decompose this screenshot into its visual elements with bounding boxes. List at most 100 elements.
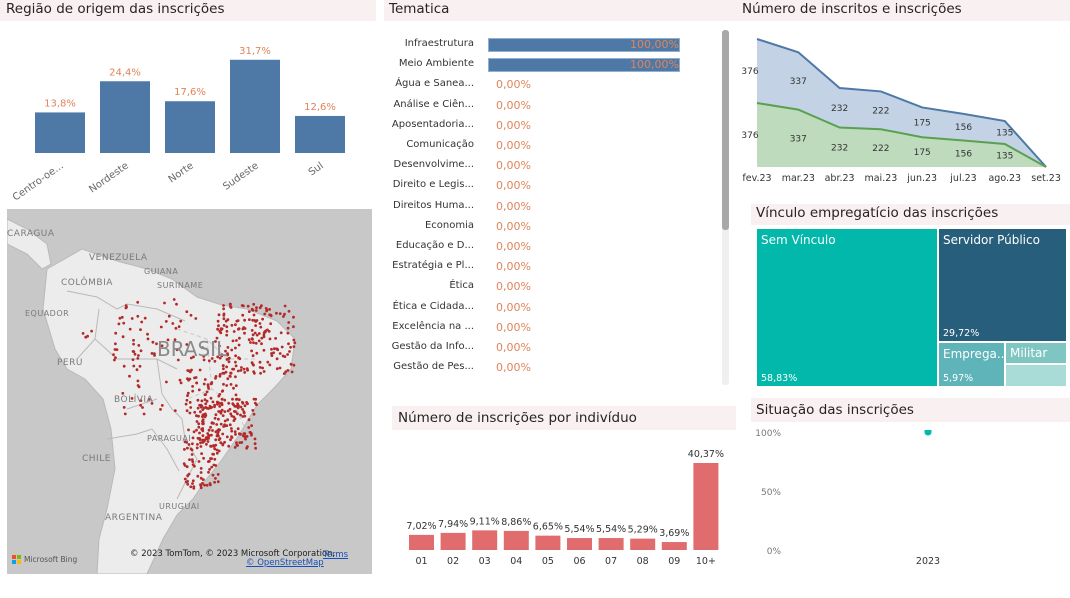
map-terms-link[interactable]: Terms — [323, 550, 349, 560]
tematica-row[interactable]: Direitos Huma... 0,00% — [384, 197, 714, 217]
map-point — [217, 401, 220, 405]
tematica-value: 0,00% — [496, 280, 531, 294]
map-point — [214, 430, 218, 434]
map-point — [246, 445, 249, 449]
region-bar[interactable] — [165, 101, 215, 153]
tematica-row[interactable]: Economia 0,00% — [384, 217, 714, 237]
individuo-panel: Número de inscrições por indivíduo 7,02%… — [392, 406, 736, 598]
individuo-bar-label: 8,86% — [501, 517, 531, 528]
map-point — [164, 320, 168, 323]
situacao-y-tick: 100% — [755, 429, 781, 439]
individuo-bar[interactable] — [535, 535, 561, 550]
individuo-bar[interactable] — [693, 463, 719, 550]
map-point — [259, 325, 263, 329]
tematica-row[interactable]: Ética e Cidada... 0,00% — [384, 298, 714, 318]
map-point — [292, 315, 295, 319]
tematica-category: Aposentadoria... — [391, 118, 474, 130]
tematica-row[interactable]: Comunicação 0,00% — [384, 136, 714, 156]
tematica-bar[interactable] — [488, 38, 680, 52]
map-point — [200, 399, 204, 403]
map-point — [292, 345, 296, 348]
map-point — [216, 430, 220, 434]
individuo-bar[interactable] — [503, 530, 529, 550]
tematica-row[interactable]: Excelência na ... 0,00% — [384, 318, 714, 338]
map-point — [189, 447, 193, 451]
tematica-category: Análise e Ciên... — [393, 98, 474, 110]
map-point — [184, 402, 188, 406]
map-point — [236, 444, 240, 447]
map-point — [218, 373, 222, 376]
map-osm-link[interactable]: © OpenStreetMap — [246, 558, 324, 568]
tematica-row[interactable]: Infraestrutura 100,00% — [384, 35, 714, 55]
region-bar[interactable] — [295, 115, 345, 153]
regiao-bar-chart: 13,8% Centro-oe... 24,4% Nordeste 17,6% Norte… — [11, 46, 345, 200]
map-point — [122, 321, 126, 325]
map-point — [223, 419, 227, 423]
map-point — [231, 397, 234, 401]
tematica-row[interactable]: Estratégia e Pl... 0,00% — [384, 257, 714, 277]
individuo-bar[interactable] — [661, 542, 687, 550]
map-point — [81, 332, 85, 335]
tematica-row[interactable]: Análise e Ciên... 0,00% — [384, 96, 714, 116]
region-bar[interactable] — [230, 59, 280, 153]
map-point — [254, 309, 258, 312]
tematica-row[interactable]: Desenvolvime... 0,00% — [384, 156, 714, 176]
tematica-row[interactable]: Meio Ambiente 100,00% — [384, 55, 714, 75]
map-point — [183, 448, 186, 451]
region-bar[interactable] — [100, 81, 150, 153]
individuo-bar[interactable] — [598, 538, 624, 550]
area-x-label: ago.23 — [988, 173, 1021, 184]
tematica-bar[interactable] — [488, 58, 680, 73]
map-point — [218, 405, 222, 408]
area-data-label: 135 — [996, 129, 1013, 139]
tematica-value: 0,00% — [496, 118, 531, 132]
map-point — [132, 342, 135, 346]
tematica-row[interactable]: Aposentadoria... 0,00% — [384, 116, 714, 136]
individuo-bar[interactable] — [567, 538, 592, 550]
map-point — [197, 425, 201, 429]
map-point — [188, 411, 192, 415]
treemap-cell-other[interactable] — [1005, 364, 1067, 387]
map-point — [199, 483, 202, 487]
individuo-bar[interactable] — [440, 532, 466, 550]
map-point — [254, 397, 258, 401]
treemap-cell-sem-vinculo[interactable]: Sem Vínculo 58,83% — [756, 228, 938, 387]
map-point — [221, 364, 225, 368]
tematica-row[interactable]: Educação e D... 0,00% — [384, 237, 714, 257]
situacao-point[interactable] — [924, 430, 932, 436]
tematica-scrollbar-thumb[interactable] — [722, 30, 729, 230]
treemap-cell-empregado[interactable]: Emprega... 5,97% — [938, 342, 1008, 387]
map-point — [226, 409, 230, 413]
map-point — [260, 342, 263, 346]
map-point — [270, 352, 273, 355]
map-point — [229, 305, 232, 308]
tematica-row[interactable]: Gestão de Pes... 0,00% — [384, 358, 714, 378]
map-point — [155, 342, 158, 346]
map-point — [262, 348, 266, 352]
tematica-row[interactable]: Gestão da Info... 0,00% — [384, 338, 714, 358]
tematica-row[interactable]: Água e Sanea... 0,00% — [384, 75, 714, 95]
tematica-category: Excelência na ... — [392, 320, 474, 332]
map-point — [142, 412, 146, 416]
individuo-bar[interactable] — [472, 530, 498, 550]
area-x-label: jun.23 — [906, 173, 937, 184]
region-bar-label: 13,8% — [44, 98, 76, 109]
map-point — [192, 355, 195, 359]
treemap-cell-servidor-publico[interactable]: Servidor Público 29,72% — [938, 228, 1067, 342]
map-point — [120, 315, 124, 319]
tematica-row[interactable]: Direito e Legis... 0,00% — [384, 176, 714, 196]
treemap-cell-militar[interactable]: Militar — [1005, 342, 1067, 364]
map-point — [229, 412, 233, 416]
map-point — [187, 428, 190, 432]
map-point — [187, 443, 191, 446]
map-point — [265, 309, 268, 313]
map-point — [121, 391, 125, 395]
map-point — [193, 410, 197, 414]
region-bar[interactable] — [35, 112, 85, 153]
tematica-row[interactable]: Ética 0,00% — [384, 277, 714, 297]
map-point — [240, 366, 243, 369]
map-visual[interactable]: CARAGUA VENEZUELA GUIANA SURINAME COLÔMB… — [7, 209, 372, 574]
map-point — [229, 438, 232, 442]
individuo-bar[interactable] — [630, 538, 656, 550]
individuo-bar[interactable] — [409, 534, 434, 550]
